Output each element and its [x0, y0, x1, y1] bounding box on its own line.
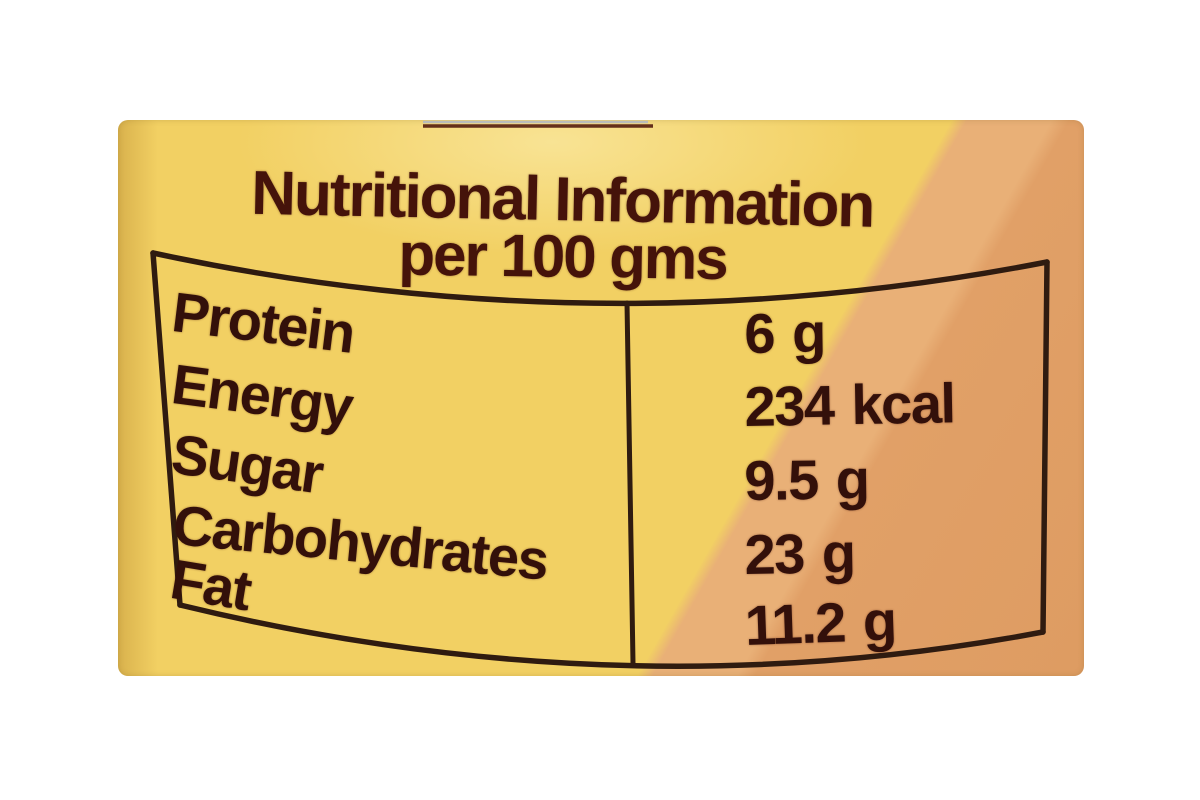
product-label: Nutritional Information per 100 gms Prot… [118, 120, 1084, 676]
nutrient-value-energy: 234 kcal [743, 371, 955, 438]
table-borders-svg [150, 120, 1050, 669]
table-top-border [150, 250, 1050, 307]
nutrient-name-fat: Fat [166, 547, 256, 623]
nutrient-value-protein: 6 g [743, 300, 826, 365]
table-left-border [150, 250, 183, 608]
nutrient-value-sugar: 9.5 g [743, 447, 869, 512]
nutrition-subtitle: per 100 gms [398, 220, 728, 293]
nutrient-value-carbohydrates: 23 g [743, 521, 856, 586]
table-right-border [1040, 259, 1050, 635]
nutrient-value-fat: 11.2 g [743, 588, 897, 657]
table-bottom-border [177, 602, 1046, 669]
table-column-divider [624, 300, 636, 666]
